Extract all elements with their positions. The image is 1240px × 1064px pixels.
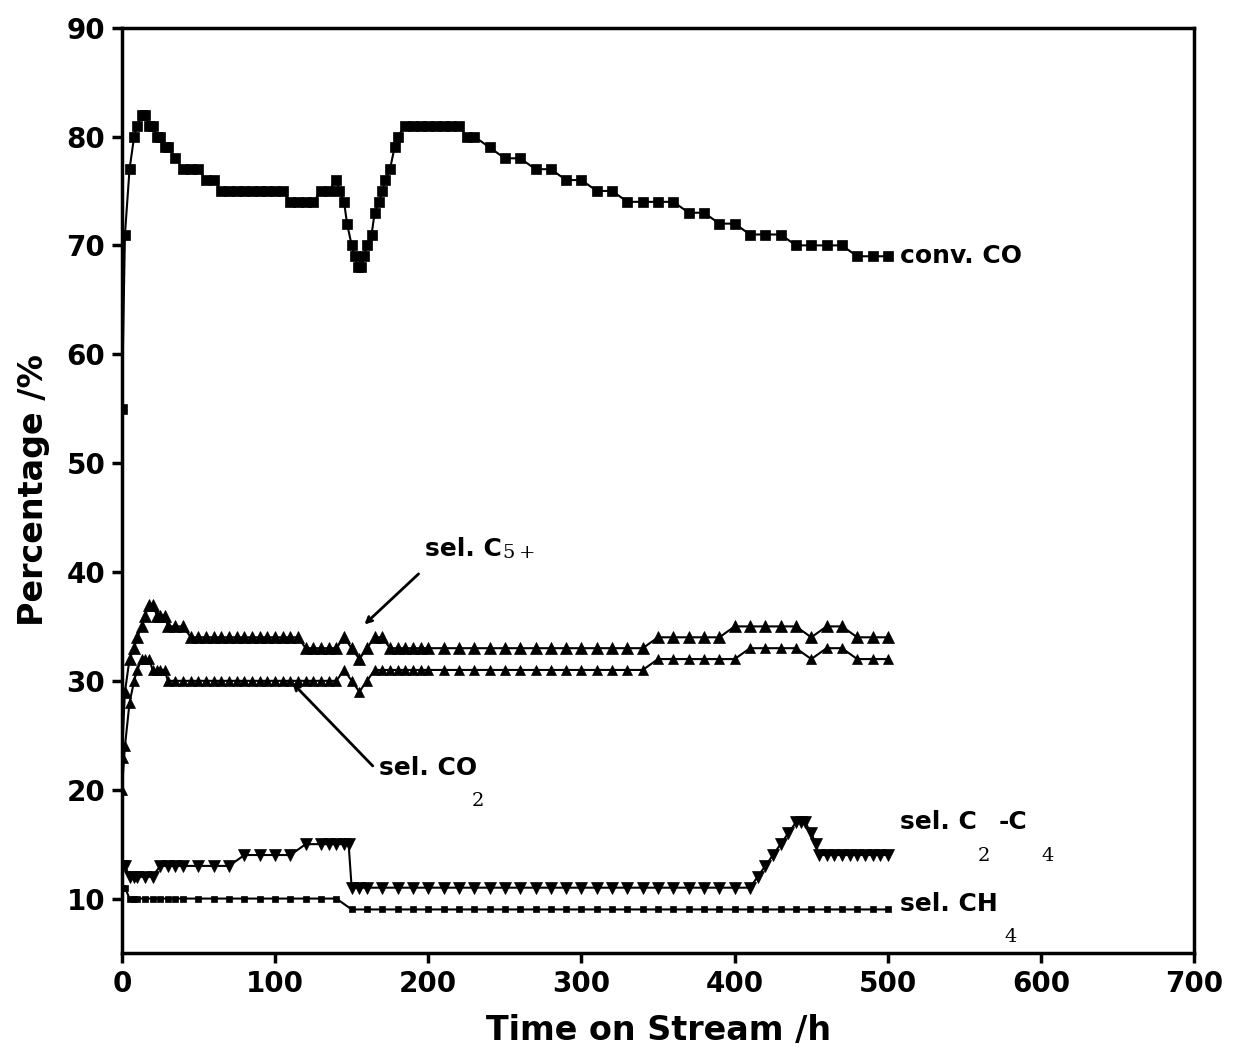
Y-axis label: Percentage /%: Percentage /% [16, 354, 50, 627]
Text: sel. C: sel. C [425, 537, 502, 561]
Text: $_{2}$: $_{2}$ [977, 835, 990, 864]
Text: $_{2}$: $_{2}$ [471, 781, 484, 809]
Text: sel. CO: sel. CO [379, 755, 477, 780]
Text: sel. C: sel. C [900, 811, 977, 834]
Text: $_{4}$: $_{4}$ [1042, 835, 1055, 864]
Text: sel. CH: sel. CH [900, 892, 998, 916]
X-axis label: Time on Stream /h: Time on Stream /h [486, 1014, 831, 1047]
Text: $_{5+}$: $_{5+}$ [502, 533, 534, 561]
Text: $_{4}$: $_{4}$ [1004, 917, 1018, 945]
Text: conv. CO: conv. CO [900, 245, 1022, 268]
Text: -C: -C [998, 811, 1027, 834]
